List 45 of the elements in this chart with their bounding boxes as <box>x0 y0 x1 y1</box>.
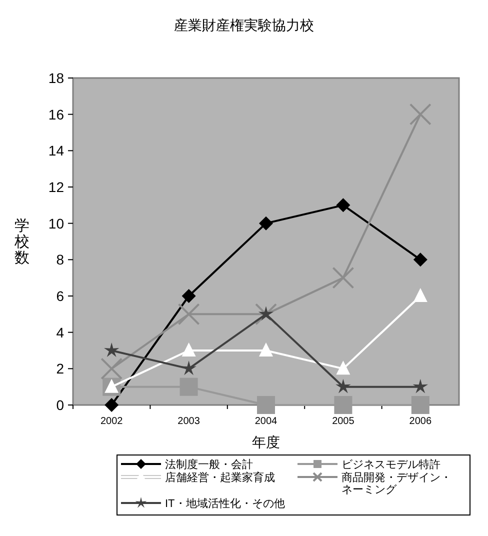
y-tick-label: 12 <box>48 179 64 195</box>
legend-label: IT・地域活性化・その他 <box>165 497 285 510</box>
y-tick-label: 8 <box>56 252 64 268</box>
point <box>336 378 351 394</box>
x-axis-title: 年度 <box>252 434 280 450</box>
point <box>182 289 196 303</box>
point <box>411 396 430 414</box>
point <box>334 396 352 414</box>
legend-label: 法制度一般・会計 <box>165 458 253 471</box>
point <box>413 252 428 267</box>
legend-label: ビジネスモデル特許 <box>342 458 440 471</box>
y-tick-label: 6 <box>56 288 64 304</box>
point <box>336 360 350 375</box>
point <box>104 398 119 412</box>
chart-title: 産業財産権実験協力校 <box>174 17 314 33</box>
point <box>181 360 196 376</box>
point <box>412 378 428 394</box>
x-tick-label: 2004 <box>254 416 278 427</box>
point <box>332 266 354 289</box>
point <box>259 216 273 230</box>
point <box>104 342 120 357</box>
y-tick-label: 10 <box>48 215 64 232</box>
y-tick-label: 2 <box>56 360 64 377</box>
legend-label: 店舗経営・起業家育成 <box>165 471 275 484</box>
point <box>100 358 123 380</box>
x-tick-label: 2006 <box>409 416 432 427</box>
point <box>413 288 428 302</box>
point <box>259 342 273 356</box>
point <box>336 198 350 212</box>
y-tick-label: 16 <box>48 106 64 122</box>
point <box>409 103 432 126</box>
y-tick-label: 4 <box>56 324 64 340</box>
point <box>258 306 274 321</box>
x-tick-label: 2003 <box>178 416 200 427</box>
y-tick-label: 0 <box>56 397 64 413</box>
legend-label: 商品開発・デザイン・ネーミング <box>342 471 452 496</box>
y-axis-title: 学校数 <box>14 218 30 266</box>
point <box>182 342 196 356</box>
point <box>180 378 198 396</box>
y-tick-label: 18 <box>48 70 64 86</box>
point <box>178 303 200 326</box>
point <box>257 396 275 414</box>
x-tick-label: 2002 <box>100 416 124 427</box>
y-tick-label: 14 <box>48 142 64 159</box>
x-tick-label: 2005 <box>332 416 355 427</box>
